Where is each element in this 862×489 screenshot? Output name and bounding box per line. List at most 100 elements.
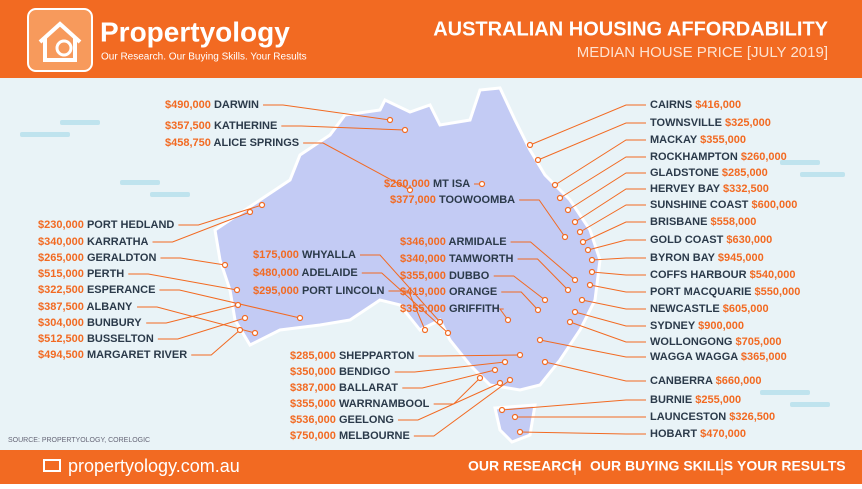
- city-label: $265,000 GERALDTON: [38, 252, 156, 264]
- city-label: $340,000 KARRATHA: [38, 236, 149, 248]
- city-dot: [588, 268, 596, 276]
- city-dot: [526, 141, 534, 149]
- city-label: SUNSHINE COAST $600,000: [650, 199, 797, 211]
- city-dot: [561, 233, 569, 241]
- city-price: $255,000: [692, 394, 741, 406]
- leader-line: [359, 254, 441, 323]
- city-dot: [571, 218, 579, 226]
- leader-line: [152, 211, 251, 243]
- city-dot: [496, 379, 504, 387]
- city-label: CAIRNS $416,000: [650, 99, 741, 111]
- city-name: DARWIN: [211, 99, 259, 111]
- city-label: $750,000 MELBOURNE: [290, 430, 410, 442]
- city-dot: [478, 180, 486, 188]
- city-dot: [421, 326, 429, 334]
- city-label: $175,000 WHYALLA: [253, 249, 356, 261]
- city-name: SUNSHINE COAST: [650, 199, 749, 211]
- city-price: $340,000: [38, 236, 84, 248]
- city-price: $900,000: [695, 320, 744, 332]
- city-name: MT ISA: [430, 178, 470, 190]
- city-price: $558,000: [707, 216, 756, 228]
- city-label: SYDNEY $900,000: [650, 320, 744, 332]
- footer-link[interactable]: OUR RESEARCH: [468, 458, 582, 474]
- city-label: $387,500 ALBANY: [38, 301, 133, 313]
- city-label: GLADSTONE $285,000: [650, 167, 768, 179]
- brand: Propertyology: [100, 16, 290, 47]
- city-dot: [564, 206, 572, 214]
- city-label: $357,500 KATHERINE: [165, 120, 277, 132]
- leader-line: [537, 122, 646, 161]
- leader-line: [499, 308, 509, 321]
- leader-line: [402, 369, 496, 389]
- city-name: CANBERRA: [650, 375, 713, 387]
- city-label: BYRON BAY $945,000: [650, 252, 764, 264]
- tasmania-map: [493, 403, 537, 444]
- city-name: PORT LINCOLN: [299, 285, 385, 297]
- tagline: Our Research. Our Buying Skills. Your Re…: [101, 52, 307, 63]
- leader-line: [178, 204, 263, 226]
- city-dot: [506, 376, 514, 384]
- leader-line: [159, 289, 301, 319]
- city-label: $322,500 ESPERANCE: [38, 284, 155, 296]
- city-label: $355,000 GRIFFITH: [400, 303, 500, 315]
- city-label: BRISBANE $558,000: [650, 216, 756, 228]
- title: AUSTRALIAN HOUSING AFFORDABILITY: [433, 18, 828, 40]
- city-dot: [536, 336, 544, 344]
- logo-house: [38, 21, 82, 62]
- city-name: MACKAY: [650, 134, 698, 146]
- city-name: GRIFFITH: [446, 303, 500, 315]
- city-price: $285,000: [290, 350, 336, 362]
- city-price: $355,000: [697, 134, 746, 146]
- city-price: $326,500: [726, 411, 775, 423]
- city-label: HERVEY BAY $332,500: [650, 183, 769, 195]
- city-dot: [566, 318, 574, 326]
- city-dot: [221, 261, 229, 269]
- city-price: $470,000: [697, 428, 746, 440]
- leader-line: [579, 204, 646, 233]
- city-price: $512,500: [38, 333, 84, 345]
- city-price: $490,000: [165, 99, 211, 111]
- city-label: HOBART $470,000: [650, 428, 746, 440]
- leader-line: [493, 275, 546, 301]
- footer-link[interactable]: OUR BUYING SKILLS: [590, 458, 733, 474]
- leader-line: [539, 339, 646, 358]
- city-price: $387,500: [38, 301, 84, 313]
- leader-line: [582, 221, 646, 243]
- city-name: WARRNAMBOOL: [336, 398, 430, 410]
- leader-line: [303, 142, 411, 191]
- city-dot: [401, 126, 409, 134]
- city-name: BRISBANE: [650, 216, 707, 228]
- city-name: ESPERANCE: [84, 284, 156, 296]
- city-price: $536,000: [290, 414, 336, 426]
- city-price: $630,000: [723, 234, 772, 246]
- logo-magnifier: [55, 39, 73, 57]
- city-label: MACKAY $355,000: [650, 134, 746, 146]
- city-dot: [534, 306, 542, 314]
- city-name: CAIRNS: [650, 99, 692, 111]
- city-label: $346,000 ARMIDALE: [400, 236, 507, 248]
- city-label: $350,000 BENDIGO: [290, 366, 391, 378]
- city-price: $416,000: [692, 99, 741, 111]
- city-price: $660,000: [713, 375, 762, 387]
- leader-line: [413, 379, 511, 437]
- city-price: $295,000: [253, 285, 299, 297]
- city-name: SHEPPARTON: [336, 350, 414, 362]
- city-name: NEWCASTLE: [650, 303, 720, 315]
- leader-line: [137, 306, 256, 334]
- leader-line: [501, 291, 539, 311]
- city-price: $377,000: [390, 194, 436, 206]
- city-price: $355,000: [400, 270, 446, 282]
- city-name: KARRATHA: [84, 236, 149, 248]
- monitor-icon: [43, 459, 61, 472]
- footer-link[interactable]: YOUR RESULTS: [737, 458, 846, 474]
- city-label: $387,000 BALLARAT: [290, 382, 398, 394]
- city-dot: [406, 186, 414, 194]
- city-dot: [578, 296, 586, 304]
- city-price: $230,000: [38, 219, 84, 231]
- city-name: PERTH: [84, 268, 124, 280]
- city-dot: [516, 428, 524, 436]
- city-label: $419,000 ORANGE: [400, 286, 497, 298]
- city-price: $705,000: [733, 336, 782, 348]
- city-name: BUSSELTON: [84, 333, 154, 345]
- leader-line: [519, 199, 566, 238]
